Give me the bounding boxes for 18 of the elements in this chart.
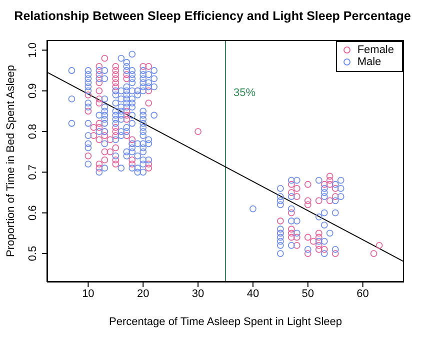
x-tick-label: 60 [356, 288, 369, 300]
x-tick-label: 50 [302, 288, 314, 300]
x-axis-title: Percentage of Time Asleep Spent in Light Sleep [108, 316, 343, 328]
chart-title: Relationship Between Sleep Efficiency and Light Sleep Percentage [13, 9, 412, 23]
x-tick-label: 30 [192, 288, 204, 300]
y-tick-label: 0.7 [27, 164, 39, 180]
x-tick-label: 10 [82, 288, 94, 300]
x-tick-label: 20 [136, 288, 150, 300]
y-tick-label: 0.6 [27, 205, 39, 221]
y-tick-label: 0.8 [27, 124, 39, 140]
ref-line-label: 35% [234, 86, 256, 99]
y-tick-label: 0.9 [27, 83, 39, 98]
legend-label: Male [357, 56, 382, 68]
x-tick-label: 40 [246, 288, 260, 300]
y-axis-title: Proportion of Time in Bed Spent Asleep [5, 64, 17, 258]
y-tick-label: 1.0 [27, 42, 39, 58]
legend-label: Female [357, 44, 394, 56]
y-tick-label: 0.5 [27, 246, 39, 262]
